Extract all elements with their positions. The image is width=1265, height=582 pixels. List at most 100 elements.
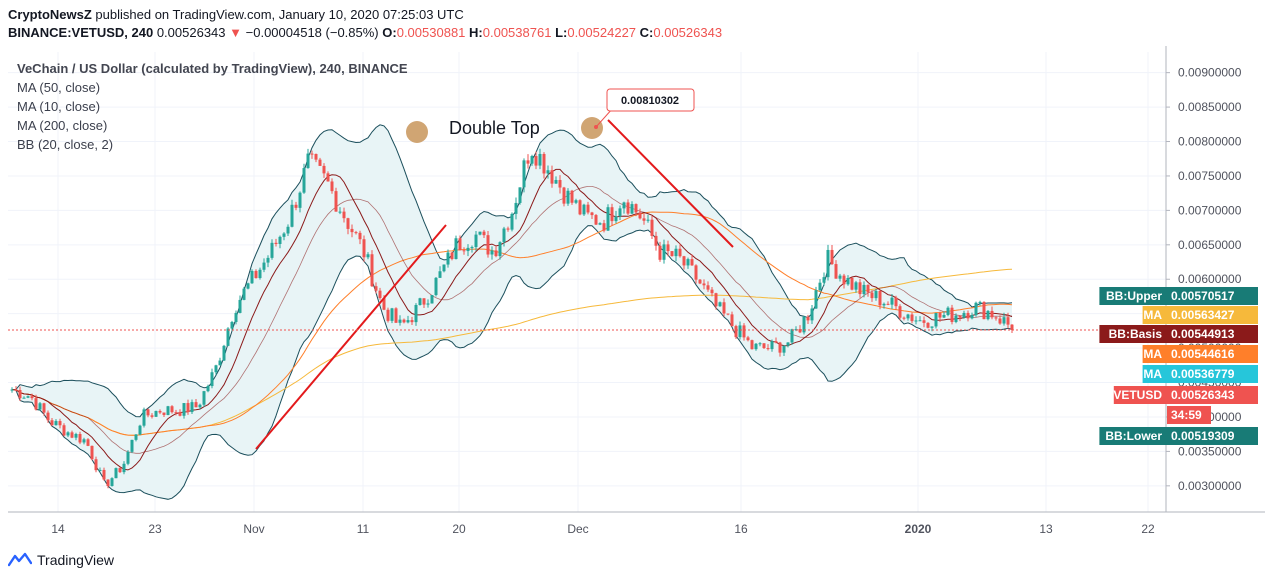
footer-brand-label: TradingView: [37, 552, 115, 568]
candle-body: [990, 310, 994, 318]
candle-body: [610, 207, 614, 222]
candle-body: [834, 264, 838, 279]
candle-body: [490, 250, 494, 255]
x-tick-label: 2020: [905, 522, 932, 536]
candle-body: [450, 252, 454, 260]
candle-body: [302, 168, 306, 193]
candle-body: [542, 153, 546, 174]
candle-body: [350, 228, 354, 233]
price-badge-value: 0.00544913: [1171, 327, 1235, 341]
candle-body: [366, 254, 370, 258]
candle-body: [10, 389, 14, 391]
candle-body: [594, 215, 598, 225]
candle-body: [122, 463, 126, 473]
candle-body: [406, 320, 410, 323]
candle-body: [602, 223, 606, 231]
candle-body: [334, 191, 338, 212]
candle-body: [378, 290, 382, 299]
candle-body: [446, 252, 450, 265]
y-tick-label: 0.00900000: [1178, 66, 1242, 80]
candle-body: [510, 213, 514, 230]
candle-body: [466, 247, 470, 252]
candle-body: [386, 309, 390, 321]
candle-body: [858, 282, 862, 295]
candle-body: [174, 412, 178, 414]
candle-body: [22, 397, 26, 399]
candle-body: [958, 315, 962, 318]
candle-body: [982, 301, 986, 320]
publisher-name[interactable]: CryptoNewsZ: [8, 7, 92, 22]
candle-body: [30, 396, 34, 399]
candle-body: [522, 160, 526, 188]
candle-body: [26, 396, 30, 398]
candle-body: [1002, 317, 1006, 324]
candle-body: [254, 270, 258, 279]
candle-body: [206, 386, 210, 392]
candle-body: [750, 340, 754, 350]
candle-body: [722, 302, 726, 314]
candle-body: [662, 244, 666, 260]
y-tick-label: 0.00300000: [1178, 479, 1242, 493]
candle-body: [738, 325, 742, 338]
candle-body: [962, 312, 966, 318]
candle-body: [890, 297, 894, 305]
candle-body: [70, 432, 74, 438]
candle-body: [698, 279, 702, 284]
candle-body: [482, 231, 486, 236]
candle-body: [102, 469, 106, 480]
candle-body: [470, 247, 474, 249]
candle-body: [278, 236, 282, 244]
legend-item-ma200[interactable]: MA (200, close): [17, 118, 108, 133]
candle-body: [182, 403, 186, 416]
candle-body: [766, 348, 770, 350]
price-badge-label: VETUSD: [1113, 388, 1162, 402]
legend-item-ma10[interactable]: MA (10, close): [17, 99, 101, 114]
candle-body: [434, 277, 438, 296]
candle-body: [318, 159, 322, 166]
candle-body: [986, 310, 990, 320]
candle-body: [430, 295, 434, 304]
callout-value: 0.00810302: [621, 95, 679, 107]
candle-body: [642, 218, 646, 221]
candle-body: [918, 320, 922, 322]
legend-item-bb[interactable]: BB (20, close, 2): [17, 137, 114, 152]
drawings[interactable]: Double Top 0.00810302: [8, 88, 1166, 450]
candle-body: [578, 200, 582, 215]
candle-body: [370, 254, 374, 287]
high-label: H:: [469, 25, 483, 40]
candle-body: [294, 204, 298, 208]
y-tick-label: 0.00350000: [1178, 444, 1242, 458]
candle-body: [646, 219, 650, 221]
candle-body: [418, 298, 422, 305]
candle-body: [650, 219, 654, 236]
candle-body: [78, 433, 82, 443]
price-badge-label-bg: [1099, 325, 1167, 343]
candle-body: [638, 212, 642, 219]
candle-body: [422, 298, 426, 305]
open-label: O:: [382, 25, 397, 40]
candle-body: [34, 398, 38, 410]
y-tick-label: 0.00650000: [1178, 238, 1242, 252]
candle-body: [458, 238, 462, 251]
bollinger-band: [11, 124, 1013, 500]
candle-body: [286, 226, 290, 234]
price-badge-value-bg: [1167, 386, 1258, 404]
candle-body: [734, 326, 738, 338]
candle-body: [526, 160, 530, 164]
x-tick-label: 22: [1141, 522, 1155, 536]
candle-body: [106, 479, 110, 487]
candle-body: [222, 345, 226, 361]
legend-item-ma50[interactable]: MA (50, close): [17, 80, 101, 95]
callout-box: [606, 88, 695, 112]
candle-body: [14, 389, 18, 391]
candle-body: [178, 412, 182, 416]
candle-body: [670, 251, 674, 257]
footer-brand[interactable]: TradingView: [8, 552, 114, 568]
candle-body: [154, 410, 158, 417]
candle-body: [874, 291, 878, 299]
y-tick-label: 0.00600000: [1178, 272, 1242, 286]
candle-body: [998, 318, 1002, 324]
price-badge-value-bg: [1167, 306, 1258, 324]
candle-body: [390, 308, 394, 321]
